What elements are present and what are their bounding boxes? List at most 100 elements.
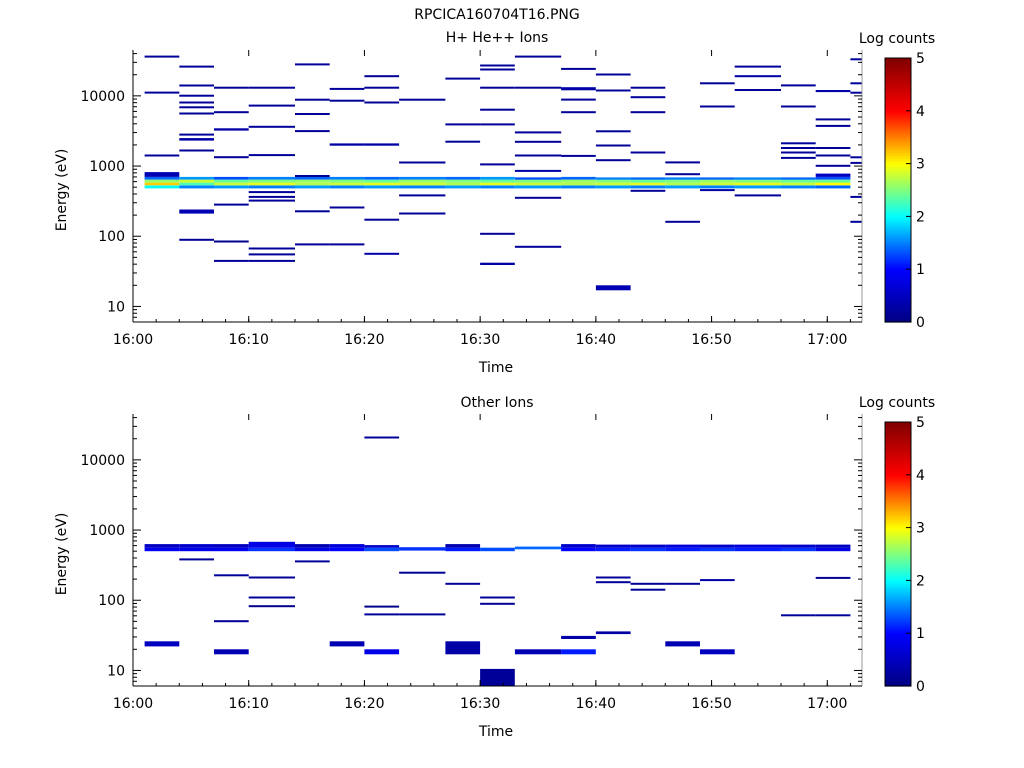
x-tick-label: 17:00 — [807, 332, 847, 348]
colorbar-segment — [885, 298, 911, 302]
colorbar-segment — [885, 187, 911, 191]
colorbar-segment — [885, 195, 911, 199]
heatmap-cell — [595, 547, 631, 552]
colorbar-segment — [885, 556, 911, 560]
colorbar-segment — [885, 638, 911, 642]
heatmap-cell — [295, 179, 330, 183]
x-tick-label: 16:20 — [344, 332, 384, 348]
heatmap-cell — [248, 259, 295, 262]
colorbar-segment — [885, 134, 911, 138]
colorbar-segment — [885, 583, 911, 587]
heatmap-cell — [295, 175, 330, 177]
heatmap-cell — [144, 91, 180, 94]
heatmap-cell — [295, 243, 330, 246]
heatmap-cell — [595, 144, 631, 147]
colorbar-segment — [885, 116, 911, 120]
heatmap-cell — [480, 596, 515, 599]
heatmap-cell — [630, 177, 666, 180]
heatmap-cell — [630, 151, 666, 154]
y-axis-label: Energy (eV) — [54, 149, 70, 232]
heatmap-cell — [179, 101, 214, 104]
colorbar-segment — [885, 572, 911, 576]
heatmap-cell — [214, 176, 249, 180]
heatmap-cell — [514, 169, 562, 172]
x-tick-label: 17:00 — [807, 696, 847, 712]
colorbar-segment — [885, 519, 911, 523]
heatmap-cell — [295, 544, 330, 548]
heatmap-cell — [595, 185, 631, 189]
heatmap-cell — [630, 547, 666, 552]
heatmap-cell — [295, 63, 330, 66]
heatmap-cell — [329, 179, 365, 183]
colorbar-segment — [885, 458, 911, 463]
colorbar-segment — [885, 65, 911, 70]
colorbar-segment — [885, 622, 911, 626]
colorbar-segment — [885, 482, 911, 486]
colorbar-segment — [885, 680, 911, 684]
heatmap-cell — [179, 185, 214, 189]
heatmap-cell — [329, 182, 365, 186]
heatmap-cell — [665, 220, 700, 223]
heatmap-cell — [665, 179, 700, 183]
colorbar-segment — [885, 176, 911, 181]
colorbar-segment — [885, 522, 911, 526]
heatmap-cell — [144, 641, 180, 647]
colorbar-segment — [885, 89, 911, 93]
colorbar-segment — [885, 163, 911, 167]
heatmap-cell — [295, 130, 330, 133]
heatmap-cell — [815, 147, 851, 149]
heatmap-cell — [630, 588, 666, 591]
colorbar-segment — [885, 559, 911, 563]
heatmap-cell — [665, 544, 700, 548]
heatmap-cell — [445, 77, 481, 80]
colorbar-segment — [885, 250, 911, 254]
colorbar-segment — [885, 287, 911, 291]
heatmap-cell — [561, 176, 596, 180]
colorbar-segment — [885, 137, 911, 141]
colorbar-segment — [885, 495, 911, 500]
heatmap-cell — [214, 259, 249, 262]
heatmap-cell — [214, 156, 249, 159]
colorbar-tick-label: 0 — [916, 679, 925, 695]
colorbar-segment — [885, 474, 911, 479]
colorbar-segment — [885, 620, 911, 624]
colorbar-segment — [885, 612, 911, 616]
heatmap-cell — [480, 668, 515, 686]
heatmap-cell — [561, 544, 596, 548]
colorbar-segment — [885, 606, 911, 611]
heatmap-cell — [480, 163, 515, 166]
colorbar-segment — [885, 79, 911, 83]
heatmap-cell — [214, 649, 249, 655]
colorbar-segment — [885, 453, 911, 457]
colorbar-segment — [885, 472, 911, 476]
colorbar-segment — [885, 219, 911, 223]
colorbar-segment — [885, 266, 911, 270]
heatmap-cell — [514, 245, 562, 248]
heatmap-cell — [364, 86, 400, 89]
heatmap-cell — [850, 58, 862, 61]
colorbar-segment — [885, 258, 911, 262]
colorbar-segment — [885, 451, 911, 455]
colorbar-segment — [885, 197, 911, 202]
colorbar-segment — [885, 277, 911, 281]
colorbar-segment — [885, 184, 911, 188]
colorbar-segment — [885, 432, 911, 436]
heatmap-cell — [815, 185, 851, 189]
heatmap-cell — [248, 125, 295, 128]
y-tick-label: 100 — [98, 229, 125, 245]
heatmap-cell — [595, 159, 631, 162]
colorbar-frame — [884, 57, 912, 323]
colorbar-segment — [885, 160, 911, 165]
heatmap-cell — [514, 179, 562, 183]
heatmap-cell — [445, 176, 481, 180]
heatmap-cell — [214, 182, 249, 186]
colorbar-segment — [885, 129, 911, 133]
heatmap-cell — [595, 576, 631, 579]
heatmap-cell — [295, 210, 330, 213]
colorbar-segment — [885, 316, 911, 320]
heatmap-cell — [329, 176, 365, 180]
colorbar-segment — [885, 248, 911, 252]
heatmap-cell — [445, 185, 481, 189]
heatmap-cell — [295, 560, 330, 563]
heatmap-cell — [364, 182, 400, 186]
